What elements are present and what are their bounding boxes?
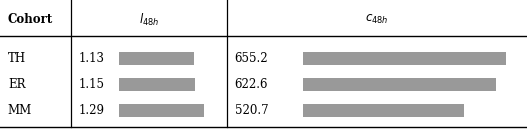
- Text: Cohort: Cohort: [8, 13, 53, 26]
- Text: 655.2: 655.2: [235, 52, 268, 65]
- Bar: [303, 104, 464, 117]
- Bar: [119, 78, 195, 91]
- Text: MM: MM: [8, 104, 32, 117]
- Text: $l_{48h}$: $l_{48h}$: [139, 11, 159, 28]
- Text: 520.7: 520.7: [235, 104, 268, 117]
- Bar: [303, 52, 506, 65]
- Text: 1.15: 1.15: [79, 78, 105, 91]
- Text: TH: TH: [8, 52, 26, 65]
- Text: 1.13: 1.13: [79, 52, 105, 65]
- Text: 1.29: 1.29: [79, 104, 105, 117]
- Bar: [303, 78, 496, 91]
- Text: ER: ER: [8, 78, 25, 91]
- Text: $c_{48h}$: $c_{48h}$: [365, 13, 388, 26]
- Bar: [119, 104, 204, 117]
- Text: 622.6: 622.6: [235, 78, 268, 91]
- Bar: [119, 52, 193, 65]
